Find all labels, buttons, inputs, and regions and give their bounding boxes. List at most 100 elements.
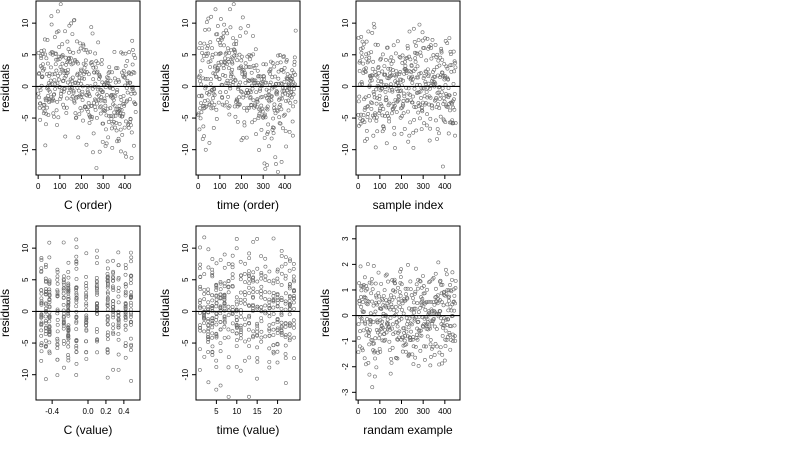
data-point: [198, 328, 203, 333]
data-point: [431, 276, 436, 280]
data-point: [65, 39, 70, 44]
data-point: [248, 65, 253, 69]
data-point: [105, 81, 110, 85]
data-point: [410, 314, 415, 319]
data-point: [292, 55, 297, 60]
data-point: [259, 128, 264, 132]
x-tick-label: 400: [438, 407, 452, 416]
data-point: [66, 358, 71, 363]
data-point: [198, 41, 203, 46]
data-point: [401, 91, 406, 96]
data-point: [55, 318, 60, 322]
data-point: [222, 252, 227, 257]
data-point: [389, 61, 394, 66]
x-tick-label: 10: [232, 407, 241, 416]
data-point: [108, 106, 113, 111]
data-point: [275, 61, 280, 66]
data-point: [74, 327, 79, 332]
data-point: [362, 356, 367, 361]
data-point: [292, 294, 296, 298]
data-point: [403, 333, 408, 338]
data-point: [271, 351, 276, 356]
data-point: [210, 46, 214, 51]
data-point: [280, 89, 285, 94]
data-point: [287, 298, 292, 303]
data-point: [442, 77, 447, 82]
data-point: [111, 271, 116, 276]
data-point: [444, 64, 449, 69]
data-point: [47, 324, 52, 328]
data-point: [263, 264, 268, 269]
data-point: [85, 70, 89, 74]
data-point: [217, 63, 222, 68]
data-point: [408, 92, 412, 97]
data-point: [385, 45, 390, 50]
data-point: [41, 111, 46, 116]
data-point: [198, 106, 203, 111]
data-point: [55, 357, 60, 362]
data-point: [43, 276, 48, 281]
data-point: [95, 286, 99, 291]
data-point: [129, 342, 134, 347]
data-point: [251, 290, 256, 295]
data-point: [267, 297, 272, 302]
data-point: [392, 105, 396, 110]
data-point: [291, 266, 296, 271]
data-point: [94, 166, 99, 170]
data-point: [266, 89, 271, 94]
data-point: [44, 292, 48, 297]
data-point: [79, 94, 84, 99]
data-point: [113, 80, 118, 85]
data-point: [225, 62, 229, 67]
data-point: [238, 290, 243, 295]
data-point: [437, 279, 442, 284]
data-point: [287, 338, 292, 343]
y-axis-title: residuals: [158, 64, 172, 112]
data-point: [127, 50, 132, 55]
data-point: [428, 43, 433, 48]
data-point: [374, 101, 379, 106]
data-point: [61, 302, 66, 307]
data-point: [415, 64, 420, 69]
data-point: [271, 236, 276, 241]
data-point: [426, 74, 431, 78]
data-point: [38, 101, 43, 106]
data-point: [263, 303, 268, 308]
data-point: [271, 131, 276, 136]
data-point: [268, 67, 273, 71]
data-point: [276, 53, 281, 58]
data-point: [243, 61, 248, 66]
data-point: [116, 263, 121, 268]
data-point: [129, 348, 133, 352]
data-point: [104, 127, 108, 132]
data-point: [72, 100, 77, 105]
data-point: [66, 340, 71, 345]
data-point: [231, 2, 236, 7]
data-point: [256, 74, 261, 79]
data-point: [411, 26, 416, 31]
x-tick-label: 0: [196, 182, 201, 191]
data-point: [256, 73, 261, 78]
data-point: [373, 281, 378, 286]
data-point: [230, 67, 235, 72]
data-point: [84, 284, 89, 288]
data-point: [212, 87, 217, 92]
data-point: [103, 85, 108, 90]
y-tick-label: -10: [341, 143, 350, 155]
data-point: [250, 86, 255, 91]
data-point: [64, 111, 69, 115]
data-points: [39, 237, 134, 383]
data-point: [90, 86, 95, 91]
data-point: [442, 62, 447, 66]
x-axis-title: time (order): [217, 198, 279, 212]
data-point: [259, 339, 264, 344]
data-point: [291, 261, 296, 266]
data-point: [393, 281, 397, 286]
data-point: [391, 332, 396, 337]
data-point: [116, 294, 121, 299]
data-point: [39, 258, 44, 262]
data-point: [287, 323, 292, 328]
data-point: [444, 338, 449, 343]
data-point: [382, 126, 386, 131]
